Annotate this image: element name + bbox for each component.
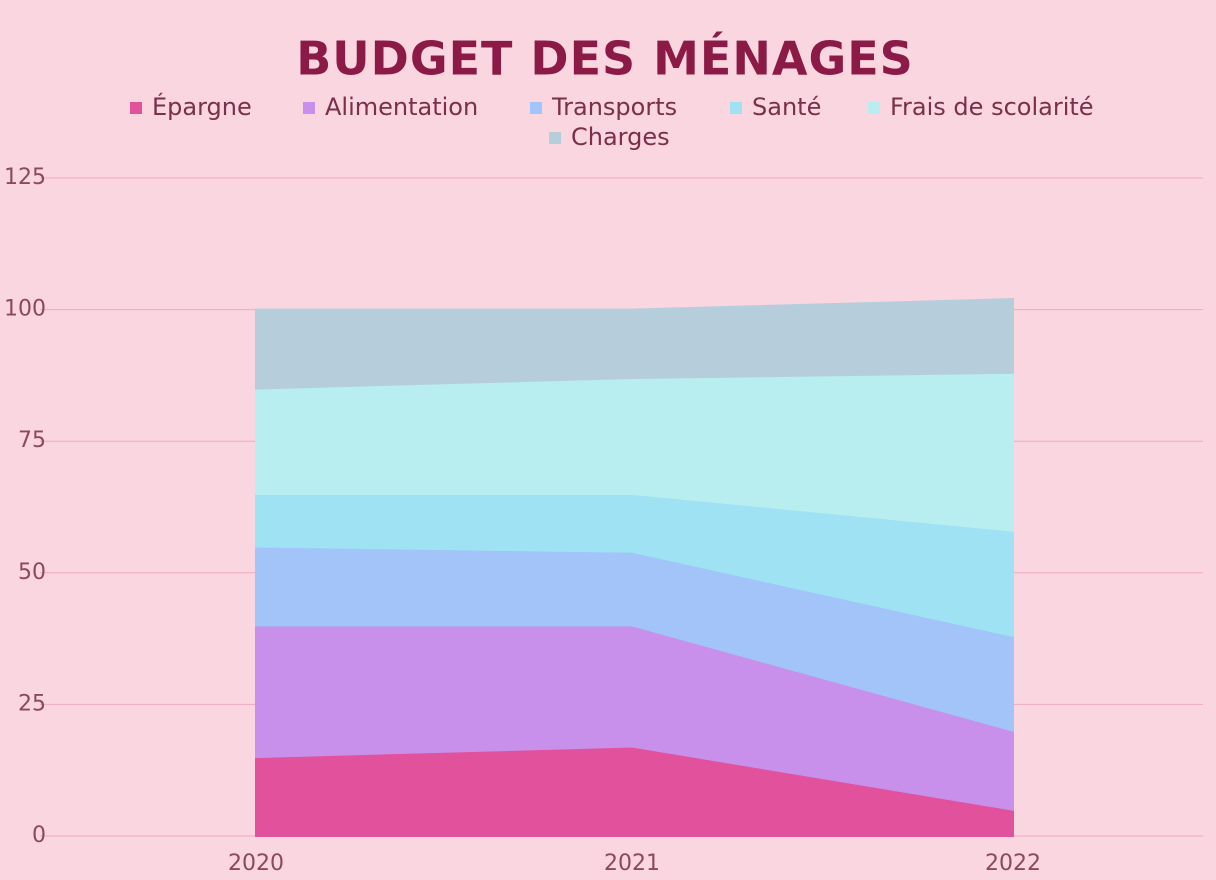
- y-tick-label: 50: [18, 560, 46, 585]
- legend-label: Santé: [752, 93, 821, 121]
- x-tick-label: 2020: [228, 851, 284, 876]
- legend-swatch: [130, 102, 142, 114]
- legend-swatch: [530, 102, 542, 114]
- y-tick-label: 75: [18, 428, 46, 453]
- y-tick-label: 25: [18, 691, 46, 716]
- legend-swatch: [730, 102, 742, 114]
- chart-title: BUDGET DES MÉNAGES: [296, 32, 914, 86]
- x-tick-label: 2021: [604, 851, 660, 876]
- legend-swatch: [868, 102, 880, 114]
- legend-label: Épargne: [152, 92, 252, 121]
- x-tick-label: 2022: [985, 851, 1041, 876]
- area: [255, 298, 1014, 390]
- legend-swatch: [549, 132, 561, 144]
- legend-label: Frais de scolarité: [890, 93, 1094, 121]
- legend-label: Charges: [571, 123, 670, 151]
- y-tick-label: 100: [4, 297, 46, 322]
- legend-label: Transports: [551, 93, 677, 121]
- y-tick-label: 0: [32, 823, 46, 848]
- legend-swatch: [303, 102, 315, 114]
- legend-label: Alimentation: [325, 93, 478, 121]
- y-tick-label: 125: [4, 165, 46, 190]
